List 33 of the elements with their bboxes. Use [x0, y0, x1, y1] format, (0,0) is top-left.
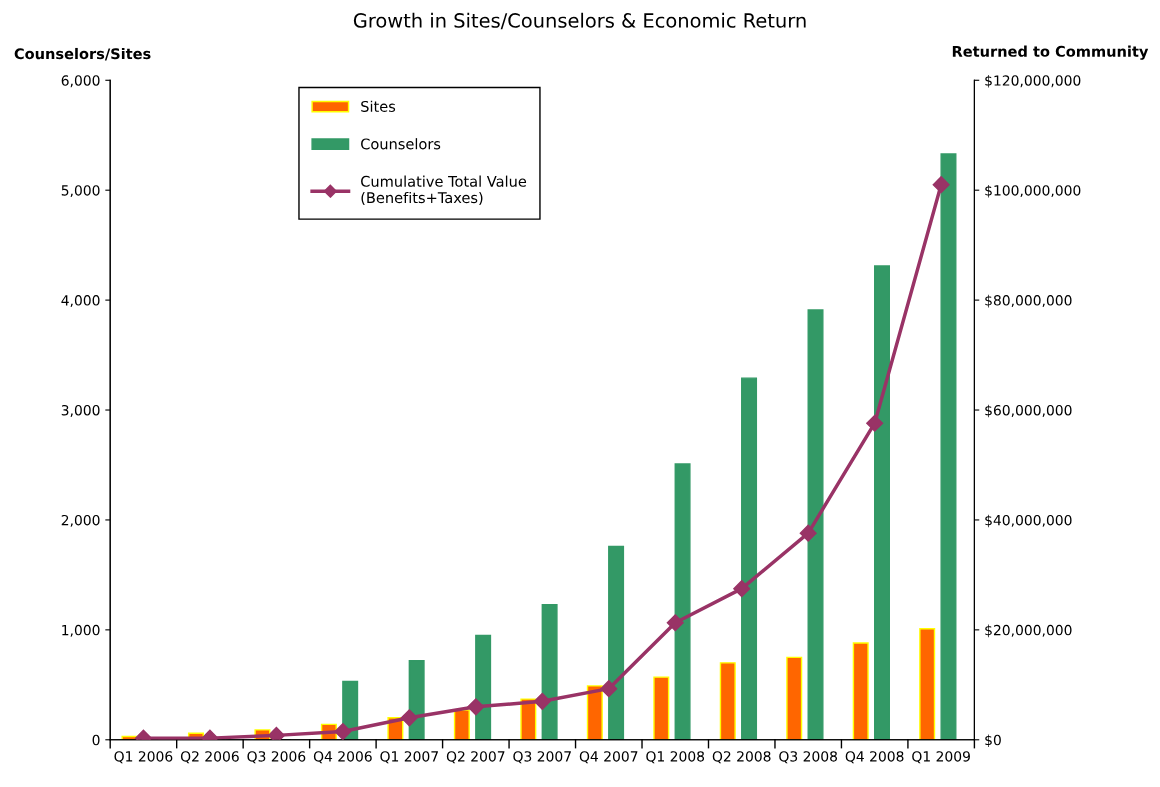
y-tick-label: 3,000 [61, 405, 100, 417]
y-tick-label: 2,000 [61, 514, 100, 527]
legend-label: Counselors [361, 138, 441, 150]
chart-title: Growth in Sites/Counselors & Economic Return [353, 12, 806, 30]
y-tick-label: 5,000 [61, 185, 100, 198]
y2-tick-label: $60,000,000 [985, 404, 1072, 418]
x-tick-label: Q1 2009 [912, 751, 970, 764]
y2-tick-label: $20,000,000 [985, 624, 1072, 638]
x-tick-label: Q4 2008 [845, 751, 904, 764]
x-tick-label: Q3 2007 [513, 751, 571, 764]
y2-axis-title: Returned to Community [952, 45, 1149, 60]
legend-label: Cumulative Total Value (Benefits+Taxes) [361, 175, 527, 205]
x-tick-label: Q4 2007 [579, 751, 638, 764]
x-tick-label: Q3 2008 [779, 751, 838, 764]
y-tick-label: 6,000 [61, 75, 100, 88]
y2-tick-label: $120,000,000 [985, 75, 1081, 88]
x-tick-label: Q2 2007 [446, 751, 505, 764]
y-tick-label: 1,000 [62, 624, 100, 637]
x-tick-label: Q1 2008 [646, 751, 705, 764]
y-axis-title: Counselors/Sites [14, 47, 151, 61]
y2-tick-label: $80,000,000 [985, 294, 1072, 308]
x-tick-label: Q2 2008 [712, 751, 771, 764]
y2-tick-label: $40,000,000 [985, 514, 1072, 528]
y2-tick-label: $100,000,000 [985, 184, 1081, 198]
x-tick-label: Q1 2007 [380, 751, 438, 764]
y-tick-label: 0 [92, 734, 100, 746]
legend-label: Sites [361, 100, 396, 112]
x-tick-label: Q1 2006 [114, 751, 173, 764]
x-tick-label: Q2 2006 [180, 751, 239, 764]
y2-tick-label: $0 [985, 734, 1001, 748]
y-tick-label: 4,000 [61, 295, 100, 307]
x-tick-label: Q4 2006 [313, 751, 372, 764]
x-tick-label: Q3 2006 [247, 751, 306, 764]
